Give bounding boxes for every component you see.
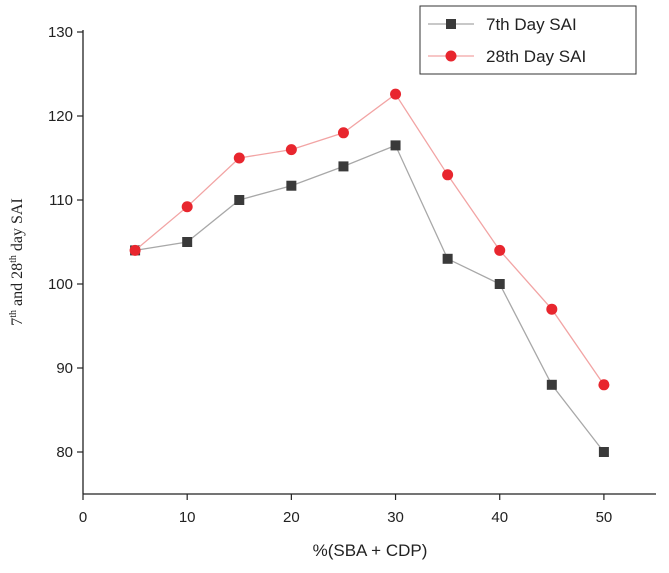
legend-label-28th: 28th Day SAI bbox=[486, 47, 586, 66]
data-point-circle bbox=[337, 127, 349, 139]
data-point-square bbox=[338, 161, 349, 172]
y-title-sup-2: th bbox=[8, 255, 19, 263]
legend-label-7th: 7th Day SAI bbox=[486, 15, 577, 34]
y-title-sup-1: th bbox=[8, 310, 19, 318]
data-point-circle bbox=[546, 303, 558, 315]
data-point-circle bbox=[129, 244, 141, 256]
data-point-square bbox=[390, 140, 401, 151]
x-tick-label: 50 bbox=[596, 509, 613, 526]
legend-marker-7th bbox=[446, 19, 456, 29]
y-tick-label: 120 bbox=[48, 108, 73, 125]
x-tick-label: 30 bbox=[387, 509, 404, 526]
data-point-square bbox=[442, 253, 453, 264]
x-tick-label: 0 bbox=[79, 509, 87, 526]
data-point-square bbox=[286, 180, 297, 191]
x-tick-label: 40 bbox=[491, 509, 508, 526]
data-point-circle bbox=[285, 144, 297, 156]
y-title-part-3: day SAI bbox=[9, 198, 26, 255]
data-point-circle bbox=[233, 152, 245, 164]
data-point-square bbox=[494, 279, 505, 289]
data-point-circle bbox=[390, 88, 402, 100]
data-point-square bbox=[546, 379, 557, 390]
axes bbox=[82, 30, 656, 495]
y-title-part-1: 7 bbox=[9, 318, 26, 326]
data-point-circle bbox=[442, 169, 454, 181]
y-tick-label: 110 bbox=[49, 192, 73, 209]
data-point-circle bbox=[181, 201, 193, 213]
x-tick-label: 20 bbox=[283, 509, 300, 526]
x-axis-title: %(SBA + CDP) bbox=[313, 541, 428, 560]
x-axis-ticks: 0 10 20 30 40 50 bbox=[79, 494, 612, 526]
legend: 7th Day SAI 28th Day SAI bbox=[419, 5, 637, 75]
y-tick-label: 80 bbox=[56, 444, 73, 461]
series-line bbox=[134, 144, 605, 453]
x-tick-label: 10 bbox=[179, 509, 196, 526]
y-tick-label: 100 bbox=[48, 276, 73, 293]
y-tick-label: 90 bbox=[56, 360, 73, 377]
legend-box bbox=[419, 5, 637, 75]
legend-marker-28th bbox=[445, 50, 457, 62]
data-point-square bbox=[234, 195, 245, 205]
data-point-square bbox=[182, 237, 193, 247]
y-tick-label: 130 bbox=[48, 24, 73, 41]
series-line bbox=[134, 93, 605, 386]
series-2 bbox=[129, 88, 610, 391]
y-axis-title: 7th and 28th day SAI bbox=[8, 198, 26, 326]
y-title-part-2: and 28 bbox=[9, 263, 26, 310]
series-1 bbox=[130, 140, 609, 457]
data-point-square bbox=[598, 447, 609, 457]
series-layer bbox=[129, 88, 610, 457]
data-point-circle bbox=[494, 244, 506, 256]
y-axis-ticks: 80 90 100 110 120 130 bbox=[48, 24, 83, 461]
data-point-circle bbox=[598, 379, 610, 391]
